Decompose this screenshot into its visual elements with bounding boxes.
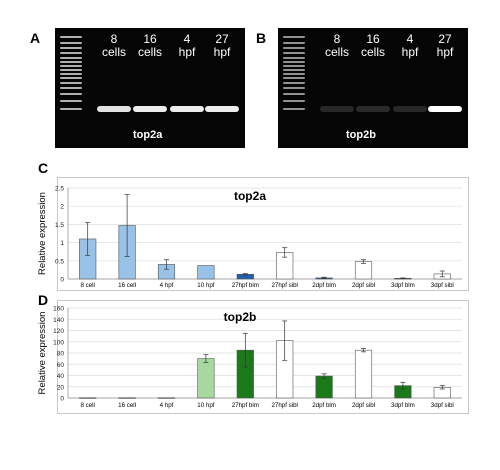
gel-gene-label: top2b [346, 129, 376, 141]
lane-label: 16 cells [360, 32, 385, 59]
ladder-band [283, 52, 305, 54]
gel-gene-label: top2a [133, 129, 163, 141]
ladder-band [60, 57, 82, 59]
lane-label: 4 hpf [178, 32, 196, 59]
gel-band [356, 106, 390, 112]
lane-label: 8 cells [324, 32, 349, 59]
lane-label: 27 hpf [436, 32, 454, 59]
ladder-band [60, 65, 82, 67]
y-axis-label: Relative expression [37, 312, 48, 395]
ladder-band [283, 82, 305, 84]
y-axis-label: Relative expression [37, 192, 48, 275]
panel-letter-a: A [30, 30, 41, 46]
gel-image-a: top2a 8 cells 16 cells 4 hpf 27 hpf [55, 28, 245, 148]
ladder-band [283, 69, 305, 71]
ladder-band [60, 52, 82, 54]
panel-letter-c: C [38, 160, 49, 176]
ladder-band [60, 100, 82, 102]
ladder-band [283, 57, 305, 59]
lane-label: 16 cells [137, 32, 162, 59]
gel-band [170, 106, 204, 112]
panel-letter-d: D [38, 292, 49, 308]
ladder-band [60, 77, 82, 79]
gel-band [393, 106, 427, 112]
ladder-band [60, 93, 82, 95]
ladder-band [283, 47, 305, 49]
ladder-band [283, 73, 305, 75]
ladder-band [60, 87, 82, 89]
ladder-band [283, 42, 305, 44]
ladder-band [283, 93, 305, 95]
ladder-band [60, 82, 82, 84]
gel-band [205, 106, 239, 112]
ladder-band [283, 61, 305, 63]
ladder-band [283, 65, 305, 67]
lane-label: 27 hpf [213, 32, 231, 59]
gel-band [133, 106, 167, 112]
lane-label: 4 hpf [401, 32, 419, 59]
gel-image-b: top2b 8 cells 16 cells 4 hpf 27 hpf [278, 28, 468, 148]
ladder-band [60, 47, 82, 49]
ladder-band [60, 36, 82, 38]
ladder-band [283, 87, 305, 89]
lane-label: 8 cells [101, 32, 126, 59]
ladder-band [60, 61, 82, 63]
panel-letter-b: B [256, 30, 267, 46]
ladder-band [60, 42, 82, 44]
ladder-band [283, 36, 305, 38]
ladder-band [60, 69, 82, 71]
gel-band [97, 106, 131, 112]
chart-frame-c [57, 177, 469, 291]
ladder-band [283, 108, 305, 110]
ladder-band [283, 77, 305, 79]
ladder-band [60, 108, 82, 110]
gel-band [320, 106, 354, 112]
ladder-band [283, 100, 305, 102]
gel-band [428, 106, 462, 112]
ladder-band [60, 73, 82, 75]
chart-frame-d [57, 300, 469, 414]
